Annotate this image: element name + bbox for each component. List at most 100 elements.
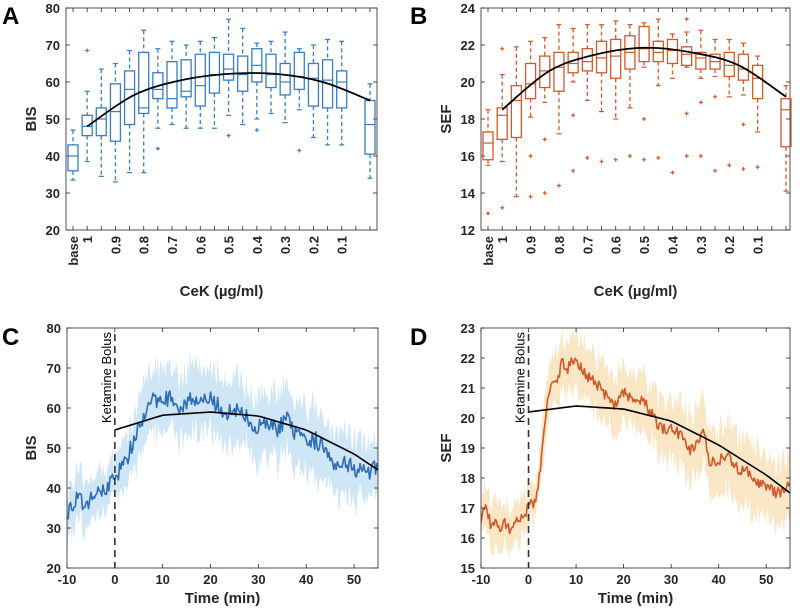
iqr-box <box>723 51 735 78</box>
iqr-box <box>81 114 93 137</box>
iqr-box <box>737 53 750 81</box>
y-tick-label: 18 <box>461 471 475 486</box>
x-tick-label: 0.4 <box>665 235 680 254</box>
box-0.85 <box>123 49 136 174</box>
outlier-marker <box>542 191 547 195</box>
outlier-marker <box>542 137 547 142</box>
fit-curve <box>528 405 790 494</box>
iqr-box <box>95 107 107 137</box>
outlier-marker <box>254 128 259 133</box>
y-tick-label: 23 <box>461 321 475 336</box>
outlier-marker <box>500 46 505 51</box>
x-axis-label: Time (min) <box>598 590 674 607</box>
iqr-box <box>166 61 178 109</box>
plot-area <box>67 334 378 568</box>
outlier-marker <box>297 148 302 153</box>
x-tick-label: 0.7 <box>580 236 595 254</box>
x-tick-label: 0.2 <box>722 236 737 254</box>
iqr-box <box>510 85 523 139</box>
y-tick-label: 40 <box>47 481 61 496</box>
iqr-box <box>482 131 494 161</box>
y-tick-label: 80 <box>46 1 60 16</box>
x-tick-label: 0.7 <box>165 236 180 254</box>
outlier-marker <box>599 159 604 164</box>
box-0.1 <box>751 55 764 170</box>
iqr-box <box>336 70 348 109</box>
x-tick-label: 0.1 <box>751 236 766 254</box>
x-tick-label: 20 <box>203 572 217 587</box>
iqr-box <box>695 51 707 70</box>
x-tick-label: 40 <box>711 572 725 587</box>
x-tick-label: 0.6 <box>609 236 624 254</box>
box-0.8 <box>138 29 150 174</box>
y-tick-label: 60 <box>46 75 60 90</box>
outlier-marker <box>741 166 746 171</box>
x-tick-label: base <box>481 236 496 266</box>
iqr-box <box>581 48 593 72</box>
y-tick-label: 17 <box>461 501 475 516</box>
outlier-marker <box>627 154 632 158</box>
iqr-box <box>138 51 150 115</box>
box-base <box>482 109 494 216</box>
box-0.65 <box>595 24 608 164</box>
x-axis-label: CeK (µg/ml) <box>594 283 678 300</box>
x-tick-label: 0.4 <box>250 235 265 254</box>
x-tick-label: 20 <box>616 572 630 587</box>
outlier-marker <box>727 163 732 168</box>
box-0.4 <box>666 33 679 175</box>
iqr-box <box>194 53 206 107</box>
box-0.15 <box>737 42 750 171</box>
y-tick-label: 21 <box>461 381 475 396</box>
outlier-marker <box>656 155 661 160</box>
y-axis-label: BIS <box>23 435 40 460</box>
confidence-band <box>67 349 378 552</box>
bolus-annotation: Ketamine Bolus <box>99 332 114 424</box>
box-0.95 <box>95 68 107 177</box>
plot-area <box>481 328 790 568</box>
iqr-box <box>751 64 764 100</box>
box-0 <box>780 85 792 192</box>
box-0.65 <box>180 44 192 129</box>
iqr-box <box>152 72 164 100</box>
iqr-box <box>265 53 277 89</box>
box-0.55 <box>208 36 221 129</box>
y-axis-label: SEF <box>438 104 455 133</box>
y-tick-label: 20 <box>47 561 61 576</box>
x-tick-label: base <box>66 236 81 266</box>
outlier-marker <box>226 133 231 138</box>
x-tick-label: 0.1 <box>335 236 350 254</box>
iqr-box <box>293 51 305 91</box>
x-tick-label: 50 <box>759 572 773 587</box>
box-0.15 <box>321 38 334 146</box>
y-tick-label: 70 <box>47 361 61 376</box>
y-tick-label: 30 <box>47 521 61 536</box>
x-tick-label: 40 <box>299 572 313 587</box>
panel-letter-c: C <box>2 324 19 351</box>
iqr-box <box>595 40 608 74</box>
x-tick-label: 0.5 <box>637 236 652 254</box>
outlier-marker <box>528 194 533 199</box>
box-0.85 <box>539 36 551 195</box>
box-1 <box>496 46 508 210</box>
outlier-marker <box>755 165 760 170</box>
panel-letter-a: A <box>2 3 19 30</box>
outlier-marker <box>670 170 675 175</box>
x-tick-label: 30 <box>251 572 265 587</box>
outlier-marker <box>741 122 746 127</box>
y-tick-label: 20 <box>461 75 475 90</box>
y-tick-label: 22 <box>461 351 475 366</box>
iqr-box <box>67 144 79 172</box>
box-0.5 <box>638 22 650 162</box>
box-0.2 <box>307 44 320 139</box>
panel-d: Ketamine Bolus 15 16 17 18 19 20 21 22 23 SEF Time … <box>438 321 791 607</box>
fit-curve <box>86 72 371 128</box>
iqr-box <box>638 25 650 63</box>
x-axis-label: Time (min) <box>185 590 261 607</box>
box-0.1 <box>336 40 348 146</box>
panel-letter-b: B <box>410 3 427 30</box>
panel-a: 20 30 40 50 60 70 80 BIS CeK (µg/ml) base 1 0.9 0.8 0… <box>23 1 378 300</box>
outlier-marker <box>571 113 576 118</box>
outlier-marker <box>155 146 160 151</box>
outlier-marker <box>486 211 490 216</box>
